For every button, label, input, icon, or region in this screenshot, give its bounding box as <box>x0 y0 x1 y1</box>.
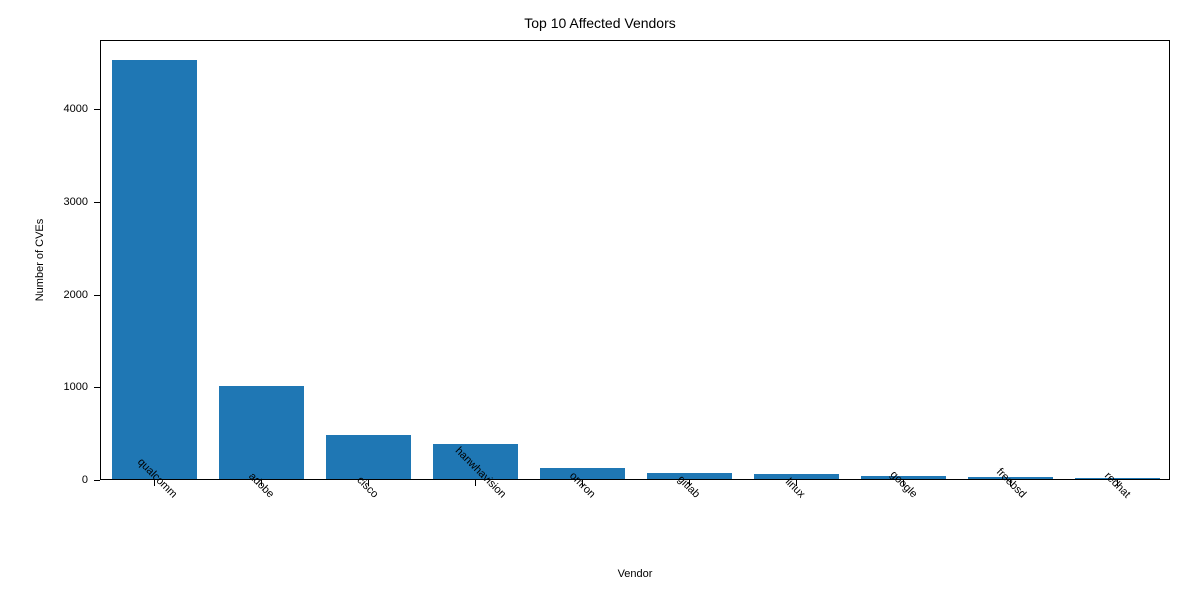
y-tick <box>94 109 100 110</box>
y-axis: 01000200030004000 <box>92 40 100 480</box>
y-tick <box>94 202 100 203</box>
y-tick-label: 2000 <box>64 289 88 301</box>
y-tick-label: 3000 <box>64 196 88 208</box>
x-tick <box>475 480 476 486</box>
bar <box>326 435 412 479</box>
bar <box>112 60 198 479</box>
plot-area <box>100 40 1170 480</box>
x-axis: qualcommadobeciscohanwhavisionomrongitla… <box>100 480 1170 488</box>
bar <box>647 473 733 479</box>
bar <box>754 474 840 479</box>
bar <box>219 386 305 479</box>
chart-container: 01000200030004000 qualcommadobeciscohanw… <box>100 40 1170 480</box>
x-tick-label: linux <box>782 476 806 500</box>
y-axis-label: Number of CVEs <box>34 219 46 302</box>
y-tick <box>94 387 100 388</box>
y-tick-label: 4000 <box>64 103 88 115</box>
x-axis-label: Vendor <box>618 568 653 580</box>
y-tick-label: 0 <box>82 474 88 486</box>
bars-region <box>101 41 1169 479</box>
y-tick <box>94 295 100 296</box>
chart-title: Top 10 Affected Vendors <box>524 15 676 31</box>
y-tick-label: 1000 <box>64 381 88 393</box>
